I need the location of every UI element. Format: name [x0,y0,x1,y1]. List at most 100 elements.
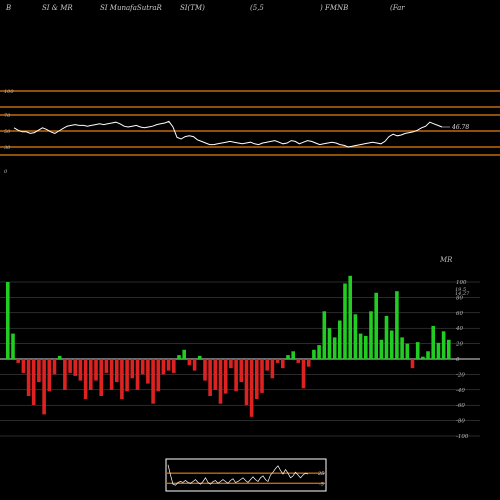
mrsi-bar [223,359,228,394]
rsi-tick-label-1: 70 [4,113,11,119]
mrsi-bar [410,359,415,369]
mrsi-bar [301,359,306,389]
mrsi-tick-label-4: 20 [455,342,463,348]
mrsi-bar [83,359,88,399]
mrsi-bar [6,282,10,359]
mrsi-bar [63,359,67,390]
mini-series-line [167,464,309,486]
rsi-last-label: 46.78 [451,124,469,131]
mini-label-upper: 25 [317,471,324,477]
mrsi-bar [73,359,77,376]
rsi-tick-label-4: 0 [4,169,8,175]
mrsi-bar [37,359,41,383]
mrsi-bar [208,359,212,396]
header-seg-0: B [6,4,12,12]
mrsi-bar [281,359,285,369]
mrsi-bar [447,339,451,360]
mrsi-bar [286,355,290,359]
mrsi-bar [270,359,275,379]
mrsi-bar [389,330,394,359]
mrsi-tick-label-7: -40 [456,388,465,394]
mrsi-bar [16,359,20,363]
mrsi-bar [415,342,420,359]
mrsi-bar [400,337,404,359]
mrsi-bar [395,291,399,359]
mrsi-bar [296,359,301,363]
mrsi-bar [151,359,155,404]
mrsi-last-label-1: 14.27 [455,291,470,297]
mrsi-bar [89,359,93,390]
mrsi-bar [343,283,347,359]
header-seg-6: (Far [390,4,405,12]
mrsi-tick-label-5: 0 [456,357,460,363]
mrsi-bar [369,311,373,359]
mrsi-bar [68,359,72,373]
mrsi-bar [192,359,197,371]
mini-label-lower: -5 [319,481,324,487]
mrsi-bar [338,320,342,359]
mrsi-tick-label-2: 60 [456,311,463,317]
mrsi-bar [78,359,83,381]
mrsi-tick-label-9: -80 [456,419,465,425]
mrsi-bar [322,311,327,359]
mrsi-bar [115,359,119,383]
mrsi-title: MR [439,256,453,264]
mini-frame [165,458,327,492]
mrsi-bar [109,359,114,390]
mrsi-bar [348,275,352,359]
mrsi-bar [203,359,207,381]
mrsi-bar [244,359,249,406]
mrsi-bar [426,351,430,359]
mrsi-bar [11,333,15,359]
mrsi-bar [31,359,36,406]
mrsi-bar [198,355,202,359]
mrsi-bar [421,356,425,359]
mrsi-bar [332,337,337,359]
header-seg-2: SI MunafaSutraR [100,4,162,12]
mrsi-bar [364,335,368,359]
mrsi-tick-label-10: -100 [456,434,469,440]
mrsi-bar [317,345,321,359]
mrsi-bar [125,359,129,392]
mrsi-bar [130,359,135,379]
mrsi-tick-label-3: 40 [455,326,463,332]
mrsi-bar [146,359,150,384]
mrsi-tick-label-8: -60 [456,403,465,409]
header-seg-4: (5,5 [250,4,264,12]
mrsi-bar [306,359,311,367]
mrsi-bar [312,349,316,359]
mrsi-bar [374,292,378,359]
mrsi-bar [120,359,124,399]
mrsi-bar [358,333,363,359]
mrsi-bar [52,359,57,375]
header-seg-3: SI(TM) [180,4,205,12]
mrsi-bar [275,359,280,363]
rsi-tick-label-2: 50 [4,129,11,135]
mrsi-bar [94,359,98,381]
mrsi-tick-label-0: 100 [456,280,467,286]
mrsi-bar [379,339,384,360]
mrsi-bar [405,343,410,359]
mrsi-bar [239,359,244,383]
mrsi-bar [234,359,238,392]
mrsi-bar [384,315,389,359]
mrsi-bar [177,355,181,359]
mrsi-bar [265,359,269,371]
mrsi-bar [156,359,161,392]
mrsi-bar [104,359,109,373]
mrsi-bar [260,359,264,393]
rsi-tick-label-0: 100 [4,89,14,95]
mrsi-last-label-0: 19.5 [455,287,466,293]
mrsi-bar [47,359,52,392]
mrsi-bar [57,355,62,359]
rsi-series-line [13,120,443,148]
mrsi-bar [436,342,441,359]
mrsi-bar [229,359,233,369]
rsi-tick-label-3: 30 [4,145,11,151]
header-seg-5: ) FMNB [320,4,349,12]
mrsi-bar [42,359,46,415]
mrsi-bar [26,359,31,396]
mrsi-bar [353,314,358,359]
mrsi-tick-label-6: -20 [456,372,465,378]
